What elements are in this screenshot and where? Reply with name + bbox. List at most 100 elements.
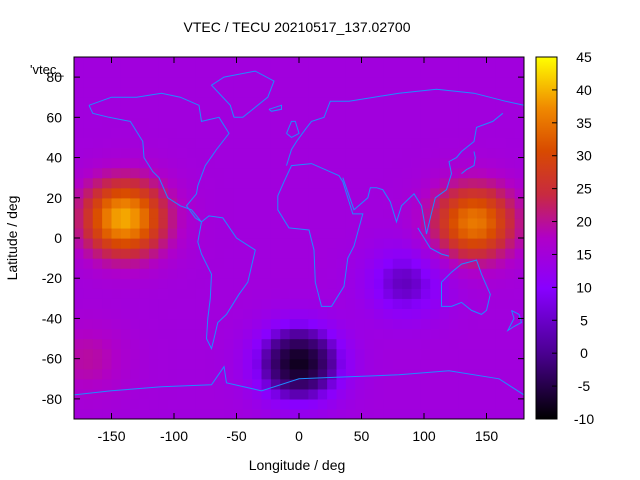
heatmap-cell (289, 157, 300, 169)
heatmap-cell (383, 288, 394, 299)
heatmap-cell (139, 298, 150, 309)
heatmap-cell (233, 147, 244, 159)
heatmap-cell (327, 107, 338, 118)
heatmap-cell (74, 147, 84, 159)
heatmap-cell (270, 238, 281, 249)
heatmap-cell (139, 147, 150, 159)
heatmap-cell (177, 147, 188, 159)
heatmap-cell (402, 57, 413, 68)
heatmap-cell (177, 67, 188, 78)
heatmap-cell (83, 248, 94, 259)
heatmap-cell (374, 207, 384, 219)
heatmap-cell (467, 378, 478, 390)
heatmap-cell (252, 358, 263, 370)
heatmap-cell (495, 408, 506, 419)
heatmap-cell (317, 77, 328, 88)
heatmap-cell (430, 187, 441, 199)
heatmap-cell (374, 238, 384, 249)
heatmap-cell (477, 258, 488, 269)
heatmap-cell (336, 338, 347, 350)
heatmap-cell (214, 157, 225, 169)
heatmap-cell (477, 408, 488, 419)
heatmap-cell (355, 77, 366, 88)
heatmap-cell (364, 137, 375, 149)
heatmap-cell (74, 187, 84, 199)
heatmap-cell (449, 187, 459, 199)
heatmap-cell (411, 238, 422, 249)
heatmap-cell (505, 358, 516, 370)
heatmap-cell (420, 67, 431, 78)
heatmap-cell (130, 308, 141, 320)
heatmap-cell (261, 278, 272, 289)
heatmap-cell (374, 308, 384, 320)
heatmap-cell (420, 187, 431, 199)
heatmap-cell (233, 87, 244, 98)
heatmap-cell (495, 248, 506, 259)
heatmap-cell (289, 77, 300, 88)
heatmap-cell (280, 368, 291, 380)
heatmap-cell (486, 298, 497, 309)
heatmap-cell (299, 147, 309, 159)
heatmap-cell (130, 358, 141, 370)
heatmap-cell (177, 288, 188, 299)
heatmap-cell (261, 157, 272, 169)
heatmap-cell (214, 77, 225, 88)
heatmap-cell (411, 57, 422, 68)
heatmap-cell (327, 398, 338, 410)
heatmap-cell (102, 127, 113, 139)
heatmap-cell (130, 328, 141, 340)
heatmap-cell (336, 67, 347, 78)
heatmap-cell (355, 318, 366, 330)
heatmap-cell (270, 137, 281, 149)
heatmap-cell (120, 167, 131, 179)
heatmap-cell (195, 408, 206, 419)
heatmap-cell (167, 248, 178, 259)
heatmap-cell (505, 227, 516, 239)
heatmap-cell (289, 197, 300, 209)
heatmap-cell (270, 398, 281, 410)
heatmap-cell (458, 137, 469, 149)
heatmap-cell (458, 238, 469, 249)
heatmap-cell (411, 137, 422, 149)
heatmap-cell (299, 227, 309, 239)
heatmap-cell (177, 258, 188, 269)
heatmap-cell (374, 378, 384, 390)
heatmap-cell (111, 197, 122, 209)
heatmap-cell (92, 288, 103, 299)
heatmap-cell (355, 358, 366, 370)
heatmap-cell (514, 308, 524, 320)
heatmap-cell (299, 238, 309, 249)
heatmap-cell (364, 217, 375, 229)
heatmap-cell (374, 408, 384, 419)
heatmap-cell (205, 197, 216, 209)
heatmap-cell (383, 137, 394, 149)
heatmap-cell (345, 117, 356, 128)
heatmap-cell (252, 207, 263, 219)
heatmap-cell (430, 338, 441, 350)
heatmap-cell (505, 398, 516, 410)
coastline (210, 70, 275, 118)
heatmap-cell (374, 248, 384, 259)
heatmap-cell (261, 127, 272, 139)
y-tick-label: -20 (42, 270, 62, 286)
heatmap-cell (336, 217, 347, 229)
x-tick-label: 0 (295, 428, 303, 444)
heatmap-cell (205, 388, 216, 400)
heatmap-cell (270, 107, 281, 118)
heatmap-cell (205, 167, 216, 179)
heatmap-cell (477, 268, 488, 279)
heatmap-cell (355, 368, 366, 380)
heatmap-cell (392, 268, 403, 279)
heatmap-cell (120, 368, 131, 380)
heatmap-cell (186, 318, 197, 330)
heatmap-cell (280, 157, 291, 169)
heatmap-cell (83, 97, 94, 108)
heatmap-cell (195, 348, 206, 360)
heatmap-cell (486, 258, 497, 269)
heatmap-cell (92, 318, 103, 330)
heatmap-cell (383, 238, 394, 249)
heatmap-cell (261, 117, 272, 128)
heatmap-cell (430, 87, 441, 98)
heatmap-cell (299, 217, 309, 229)
